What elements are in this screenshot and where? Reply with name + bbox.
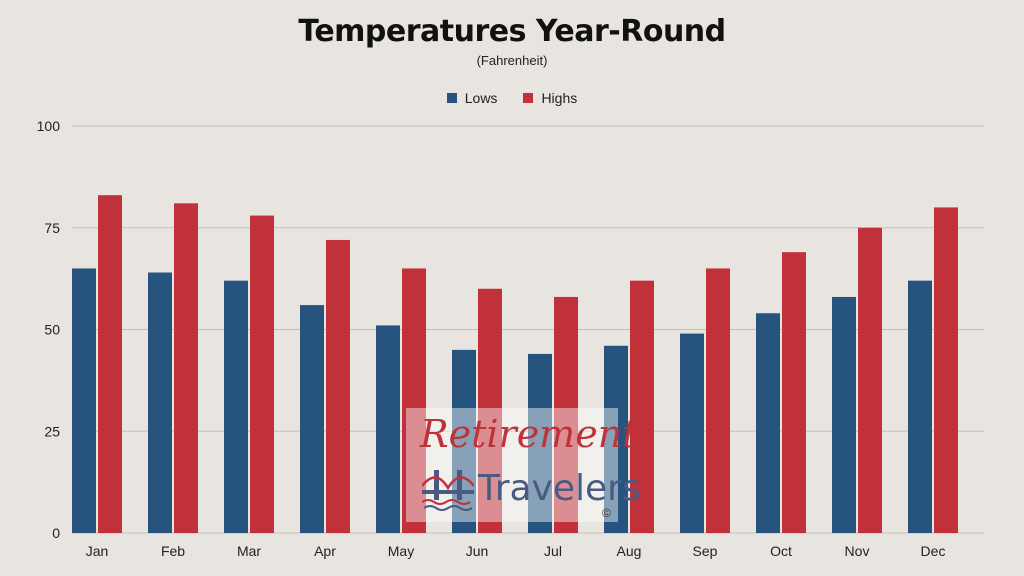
bar-lows-mar [224, 280, 248, 533]
x-tick-label: Jul [544, 543, 562, 559]
watermark-logo: Retirement Travelers © [406, 408, 641, 522]
chart-subtitle: (Fahrenheit) [476, 53, 548, 68]
y-tick-label: 0 [52, 525, 60, 541]
x-tick-label: Feb [161, 543, 185, 559]
y-tick-label: 50 [44, 322, 60, 338]
bar-highs-jul [554, 296, 578, 533]
bar-highs-mar [250, 215, 274, 534]
x-tick-label: Sep [693, 543, 718, 559]
bar-highs-feb [174, 203, 198, 533]
watermark-copyright: © [602, 506, 611, 520]
bar-lows-jul [528, 353, 552, 533]
x-tick-label: Mar [237, 543, 261, 559]
y-tick-label: 100 [37, 118, 61, 134]
bar-lows-sep [680, 333, 704, 533]
bar-highs-dec [934, 207, 958, 533]
bar-highs-oct [782, 252, 806, 534]
x-tick-label: Nov [845, 543, 870, 559]
bar-lows-may [376, 325, 400, 533]
legend-swatch-highs [523, 93, 534, 103]
chart-legend: Lows Highs [0, 90, 1024, 106]
bar-lows-feb [148, 272, 172, 533]
bar-highs-sep [706, 268, 730, 533]
bar-lows-jan [72, 268, 96, 533]
x-tick-label: May [388, 543, 414, 559]
bar-lows-dec [908, 280, 932, 533]
bar-lows-apr [300, 305, 324, 533]
watermark-line2: Travelers [478, 468, 641, 509]
chart-title: Temperatures Year-Round [298, 14, 726, 49]
y-tick-label: 75 [44, 220, 60, 236]
legend-swatch-lows [446, 93, 457, 103]
bar-highs-nov [858, 227, 882, 533]
x-tick-label: Oct [770, 543, 792, 559]
bar-highs-jun [478, 288, 502, 533]
bar-highs-may [402, 268, 426, 533]
x-tick-label: Jan [86, 543, 109, 559]
legend-item-lows: Lows [446, 90, 498, 106]
legend-label-lows: Lows [464, 90, 498, 106]
bridge-icon [422, 470, 474, 511]
legend-item-highs: Highs [523, 90, 577, 106]
legend-label-highs: Highs [541, 90, 578, 106]
x-tick-label: Jun [466, 543, 489, 559]
x-tick-label: Aug [617, 543, 642, 559]
bar-lows-oct [756, 313, 780, 533]
watermark-line1: Retirement [420, 412, 638, 456]
x-tick-label: Dec [921, 543, 946, 559]
bar-lows-nov [832, 296, 856, 533]
x-tick-label: Apr [314, 543, 336, 559]
bar-lows-jun [452, 349, 476, 533]
bar-lows-aug [604, 345, 628, 533]
bar-highs-aug [630, 280, 654, 533]
bar-highs-jan [98, 195, 122, 533]
bar-highs-apr [326, 239, 350, 533]
y-tick-label: 25 [44, 423, 60, 439]
